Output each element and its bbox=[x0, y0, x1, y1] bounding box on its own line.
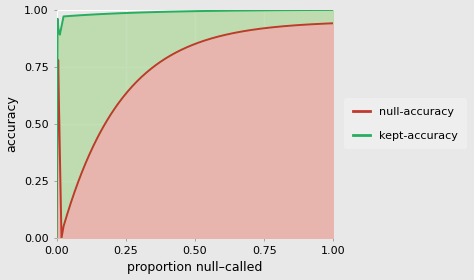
X-axis label: proportion null–called: proportion null–called bbox=[127, 262, 263, 274]
Y-axis label: accuracy: accuracy bbox=[6, 95, 18, 152]
Legend: null-accuracy, kept-accuracy: null-accuracy, kept-accuracy bbox=[345, 98, 466, 150]
